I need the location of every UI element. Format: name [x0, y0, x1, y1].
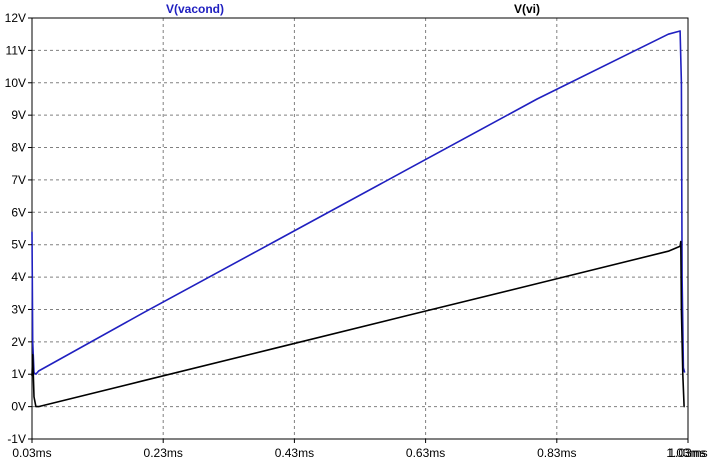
x-tick-label: 0.43ms [275, 446, 314, 460]
x-tick-label: 0.63ms [406, 446, 445, 460]
x-tick-label-end: 1.03ms [666, 446, 705, 460]
y-axis-ticks: -1V 0V 1V 2V 3V 4V 5V 6V 7V 8V 9V 10V 11V 12V [5, 11, 32, 446]
x-axis-ticks: 0.03ms 0.23ms 0.43ms 0.63ms 0.83ms 1.03ms1.03… [12, 439, 708, 460]
y-tick-label: 10V [5, 76, 26, 90]
y-tick-label: 0V [11, 400, 26, 414]
y-tick-label: 5V [11, 238, 26, 252]
y-tick-label: 1V [11, 367, 26, 381]
x-tick-label: 0.83ms [537, 446, 576, 460]
legend-entry-2[interactable]: V(vi) [514, 2, 540, 16]
y-tick-label: 2V [11, 335, 26, 349]
y-tick-label: 8V [11, 141, 26, 155]
x-tick-label: 0.03ms [12, 446, 51, 460]
y-tick-label: 4V [11, 270, 26, 284]
y-tick-label: 11V [6, 43, 26, 57]
legend: V(vacond) V(vi) [166, 2, 540, 16]
y-tick-label: 7V [11, 173, 26, 187]
plot-frame [31, 17, 689, 440]
y-tick-label: -1V [7, 432, 26, 446]
y-tick-label: 6V [11, 205, 26, 219]
series-line-2 [31, 240, 685, 408]
x-tick-label: 1.03ms [668, 446, 707, 460]
y-tick-label: 3V [11, 302, 26, 316]
series-layer [31, 30, 686, 408]
series-line-1 [31, 30, 686, 376]
grid [32, 18, 688, 439]
x-tick-label: 0.23ms [144, 446, 183, 460]
y-tick-label: 12V [5, 11, 26, 25]
y-tick-label: 9V [11, 108, 26, 122]
legend-entry-1[interactable]: V(vacond) [166, 2, 224, 16]
